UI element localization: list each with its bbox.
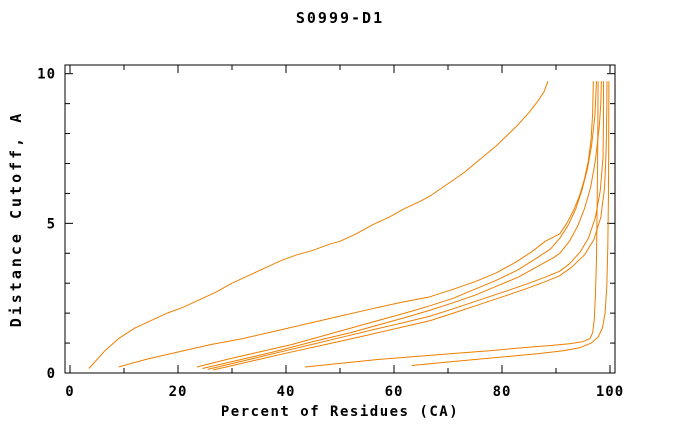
curve-8 bbox=[411, 81, 610, 366]
x-tick-label: 20 bbox=[169, 384, 188, 400]
x-tick-label: 80 bbox=[493, 384, 512, 400]
y-tick-label: 0 bbox=[47, 366, 56, 382]
chart-title: S0999-D1 bbox=[295, 9, 385, 27]
y-tick-label: 5 bbox=[47, 216, 56, 232]
y-tick-label: 10 bbox=[37, 67, 56, 83]
curve-4 bbox=[202, 81, 602, 369]
curve-2 bbox=[118, 81, 594, 368]
curve-7 bbox=[304, 81, 599, 368]
curve-3 bbox=[196, 81, 597, 368]
x-tick-label: 100 bbox=[596, 384, 624, 400]
curve-1 bbox=[88, 81, 549, 369]
x-tick-label: 60 bbox=[385, 384, 404, 400]
x-axis-label: Percent of Residues (CA) bbox=[220, 404, 460, 420]
curve-5 bbox=[207, 81, 604, 370]
x-tick-label: 0 bbox=[65, 384, 74, 400]
curve-6 bbox=[212, 81, 608, 371]
plot-frame bbox=[64, 64, 616, 374]
x-tick-label: 40 bbox=[277, 384, 296, 400]
